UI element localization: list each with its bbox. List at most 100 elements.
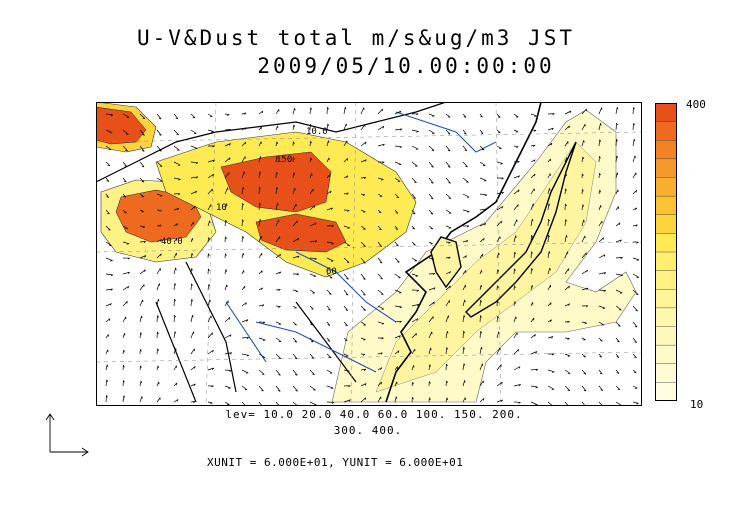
wind-vector <box>224 369 232 372</box>
wind-vector <box>598 385 604 391</box>
wind-vector <box>190 283 193 291</box>
wind-vector <box>394 381 398 387</box>
wind-vector <box>343 106 347 115</box>
wind-vector <box>581 287 589 291</box>
wind-vector <box>207 315 212 323</box>
wind-vector <box>105 129 113 134</box>
wind-vector <box>190 161 199 165</box>
wind-vector <box>173 145 180 151</box>
wind-vector <box>122 349 125 355</box>
wind-vector <box>462 380 466 387</box>
wind-vector <box>598 321 604 326</box>
wind-vector <box>173 161 181 166</box>
wind-vector <box>173 193 181 196</box>
wind-vector <box>241 369 249 374</box>
wind-vector <box>224 284 228 291</box>
wind-vector <box>275 236 281 243</box>
wind-vector <box>496 300 499 307</box>
wind-vector <box>462 113 467 118</box>
wind-vector <box>411 318 419 323</box>
wind-vector <box>377 193 383 197</box>
wind-vector <box>615 172 619 179</box>
wind-vector <box>598 107 603 115</box>
wind-vector <box>258 369 265 375</box>
wind-vector <box>224 172 230 179</box>
wind-vector <box>547 127 554 131</box>
wind-vector <box>411 177 417 184</box>
wind-vector <box>513 145 519 148</box>
wind-vector <box>173 252 177 259</box>
wind-vector <box>479 270 483 275</box>
wind-vector <box>615 222 621 227</box>
wind-vector <box>377 321 385 325</box>
contour-label-10: 10.0 <box>306 127 328 137</box>
wind-vector <box>292 187 296 195</box>
wind-vector <box>156 397 161 403</box>
wind-vector <box>615 353 620 358</box>
wind-vector <box>309 188 314 195</box>
wind-vector <box>156 224 162 227</box>
wind-vector <box>479 346 483 355</box>
wind-vector <box>326 107 329 115</box>
wind-vector <box>326 353 332 358</box>
wind-vector <box>292 203 297 211</box>
wind-vector <box>105 288 113 291</box>
wind-vector <box>462 161 468 168</box>
wind-vector <box>190 315 194 323</box>
wind-vector <box>445 397 449 403</box>
wind-vector <box>275 337 282 342</box>
wind-vector <box>615 369 620 374</box>
wind-vector <box>326 123 330 131</box>
colorbar-cell <box>655 382 677 401</box>
wind-vector <box>207 173 215 179</box>
wind-vector <box>530 235 534 243</box>
wind-vector <box>411 381 414 387</box>
wind-vector <box>513 161 520 164</box>
wind-vector <box>241 285 246 291</box>
wind-vector <box>564 337 570 340</box>
wind-vector <box>632 207 638 211</box>
wind-vector <box>207 349 214 355</box>
colorbar-cell <box>655 121 677 141</box>
wind-vector <box>360 193 366 196</box>
wind-vector <box>190 221 195 227</box>
wind-vector <box>156 381 160 387</box>
wind-vector <box>632 189 637 195</box>
wind-vector <box>122 177 127 183</box>
unit-label: XUNIT = 6.000E+01, YUNIT = 6.000E+01 <box>207 456 464 469</box>
wind-vector <box>581 173 584 179</box>
wind-vector <box>258 252 263 259</box>
wind-vector <box>275 156 278 163</box>
wind-vector <box>241 319 249 323</box>
wind-vector <box>513 219 518 227</box>
wind-vector <box>241 202 244 211</box>
wind-vector <box>105 318 111 323</box>
wind-vector <box>615 257 623 260</box>
wind-vector <box>326 257 334 262</box>
wind-vector <box>224 157 231 163</box>
wind-vector <box>377 241 382 247</box>
wind-vector <box>377 209 382 214</box>
wind-vector <box>428 193 434 200</box>
wind-vector <box>581 156 585 163</box>
contour-label-150: 150 <box>276 155 292 165</box>
wind-vector <box>632 241 639 244</box>
wind-vector <box>530 268 533 275</box>
wind-vector <box>462 397 466 403</box>
wind-vector <box>207 220 211 227</box>
wind-vector <box>156 283 161 291</box>
wind-vector <box>445 113 451 118</box>
wind-vector <box>275 289 281 292</box>
wind-vector <box>326 369 333 374</box>
wind-vector <box>632 273 640 278</box>
wind-vector <box>343 140 348 147</box>
wind-vector <box>530 385 539 389</box>
wind-vector <box>377 273 383 280</box>
wind-vector <box>530 351 538 355</box>
wind-vector <box>513 401 521 404</box>
wind-vector <box>258 202 261 211</box>
wind-vector <box>462 240 469 243</box>
wind-vector <box>513 113 519 118</box>
wind-vector <box>632 224 638 227</box>
wind-vector <box>530 173 536 179</box>
